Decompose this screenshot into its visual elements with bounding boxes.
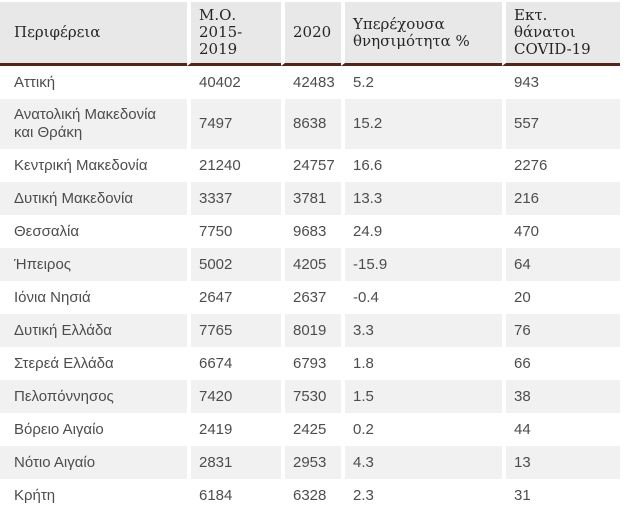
region-cell: Πελοπόννησος bbox=[0, 380, 187, 413]
value-cell: 4205 bbox=[281, 248, 341, 281]
value-cell: 7530 bbox=[281, 380, 341, 413]
column-header-2020: 2020 bbox=[281, 2, 341, 66]
table-row: Ιόνια Νησιά 2647 2637 -0.4 20 bbox=[0, 281, 620, 314]
value-cell: 24.9 bbox=[341, 215, 502, 248]
mortality-table: Περιφέρεια Μ.Ο. 2015-2019 2020 Υπερέχουσ… bbox=[0, 2, 620, 512]
region-cell: Ανατολική Μακεδονία και Θράκη bbox=[0, 99, 187, 149]
value-cell: 1.5 bbox=[341, 380, 502, 413]
value-cell: 3.3 bbox=[341, 314, 502, 347]
value-cell: 943 bbox=[502, 66, 620, 99]
column-header-excess-mortality: Υπερέχουσα θνησιμότητα % bbox=[341, 2, 502, 66]
value-cell: 3337 bbox=[187, 182, 281, 215]
value-cell: 2425 bbox=[281, 413, 341, 446]
value-cell: 42483 bbox=[281, 66, 341, 99]
value-cell: 557 bbox=[502, 99, 620, 149]
table-row: Ανατολική Μακεδονία και Θράκη 7497 8638 … bbox=[0, 99, 620, 149]
table-row: Νότιο Αιγαίο 2831 2953 4.3 13 bbox=[0, 446, 620, 479]
header-row: Περιφέρεια Μ.Ο. 2015-2019 2020 Υπερέχουσ… bbox=[0, 2, 620, 66]
value-cell: 24757 bbox=[281, 149, 341, 182]
region-cell: Κρήτη bbox=[0, 479, 187, 512]
value-cell: 4.3 bbox=[341, 446, 502, 479]
value-cell: 1.8 bbox=[341, 347, 502, 380]
value-cell: 7765 bbox=[187, 314, 281, 347]
value-cell: 6328 bbox=[281, 479, 341, 512]
value-cell: -0.4 bbox=[341, 281, 502, 314]
value-cell: 13 bbox=[502, 446, 620, 479]
value-cell: 20 bbox=[502, 281, 620, 314]
value-cell: 7497 bbox=[187, 99, 281, 149]
table-row: Αττική 40402 42483 5.2 943 bbox=[0, 66, 620, 99]
region-cell: Βόρειο Αιγαίο bbox=[0, 413, 187, 446]
column-header-region: Περιφέρεια bbox=[0, 2, 187, 66]
region-cell: Ήπειρος bbox=[0, 248, 187, 281]
region-cell: Νότιο Αιγαίο bbox=[0, 446, 187, 479]
region-cell: Αττική bbox=[0, 66, 187, 99]
value-cell: 3781 bbox=[281, 182, 341, 215]
table-row: Κρήτη 6184 6328 2.3 31 bbox=[0, 479, 620, 512]
table-header: Περιφέρεια Μ.Ο. 2015-2019 2020 Υπερέχουσ… bbox=[0, 2, 620, 66]
value-cell: 21240 bbox=[187, 149, 281, 182]
value-cell: 6184 bbox=[187, 479, 281, 512]
value-cell: 5002 bbox=[187, 248, 281, 281]
value-cell: 76 bbox=[502, 314, 620, 347]
value-cell: 2419 bbox=[187, 413, 281, 446]
value-cell: 6793 bbox=[281, 347, 341, 380]
value-cell: 2831 bbox=[187, 446, 281, 479]
value-cell: -15.9 bbox=[341, 248, 502, 281]
region-cell: Ιόνια Νησιά bbox=[0, 281, 187, 314]
value-cell: 6674 bbox=[187, 347, 281, 380]
value-cell: 13.3 bbox=[341, 182, 502, 215]
column-header-covid-deaths: Εκτ. θάνατοι COVID-19 bbox=[502, 2, 620, 66]
value-cell: 2647 bbox=[187, 281, 281, 314]
table-body: Αττική 40402 42483 5.2 943 Ανατολική Μακ… bbox=[0, 66, 620, 512]
value-cell: 2276 bbox=[502, 149, 620, 182]
value-cell: 0.2 bbox=[341, 413, 502, 446]
region-cell: Θεσσαλία bbox=[0, 215, 187, 248]
value-cell: 16.6 bbox=[341, 149, 502, 182]
table-row: Βόρειο Αιγαίο 2419 2425 0.2 44 bbox=[0, 413, 620, 446]
value-cell: 8638 bbox=[281, 99, 341, 149]
value-cell: 44 bbox=[502, 413, 620, 446]
region-cell: Δυτική Ελλάδα bbox=[0, 314, 187, 347]
value-cell: 7420 bbox=[187, 380, 281, 413]
value-cell: 40402 bbox=[187, 66, 281, 99]
value-cell: 2637 bbox=[281, 281, 341, 314]
table-row: Πελοπόννησος 7420 7530 1.5 38 bbox=[0, 380, 620, 413]
value-cell: 64 bbox=[502, 248, 620, 281]
table-row: Δυτική Ελλάδα 7765 8019 3.3 76 bbox=[0, 314, 620, 347]
value-cell: 2.3 bbox=[341, 479, 502, 512]
value-cell: 9683 bbox=[281, 215, 341, 248]
table-row: Ήπειρος 5002 4205 -15.9 64 bbox=[0, 248, 620, 281]
value-cell: 31 bbox=[502, 479, 620, 512]
column-header-avg-2015-2019: Μ.Ο. 2015-2019 bbox=[187, 2, 281, 66]
value-cell: 470 bbox=[502, 215, 620, 248]
value-cell: 15.2 bbox=[341, 99, 502, 149]
table-row: Θεσσαλία 7750 9683 24.9 470 bbox=[0, 215, 620, 248]
value-cell: 38 bbox=[502, 380, 620, 413]
table-row: Κεντρική Μακεδονία 21240 24757 16.6 2276 bbox=[0, 149, 620, 182]
value-cell: 7750 bbox=[187, 215, 281, 248]
table-row: Στερεά Ελλάδα 6674 6793 1.8 66 bbox=[0, 347, 620, 380]
region-cell: Στερεά Ελλάδα bbox=[0, 347, 187, 380]
value-cell: 66 bbox=[502, 347, 620, 380]
table-row: Δυτική Μακεδονία 3337 3781 13.3 216 bbox=[0, 182, 620, 215]
region-cell: Δυτική Μακεδονία bbox=[0, 182, 187, 215]
value-cell: 216 bbox=[502, 182, 620, 215]
value-cell: 2953 bbox=[281, 446, 341, 479]
value-cell: 5.2 bbox=[341, 66, 502, 99]
region-cell: Κεντρική Μακεδονία bbox=[0, 149, 187, 182]
value-cell: 8019 bbox=[281, 314, 341, 347]
